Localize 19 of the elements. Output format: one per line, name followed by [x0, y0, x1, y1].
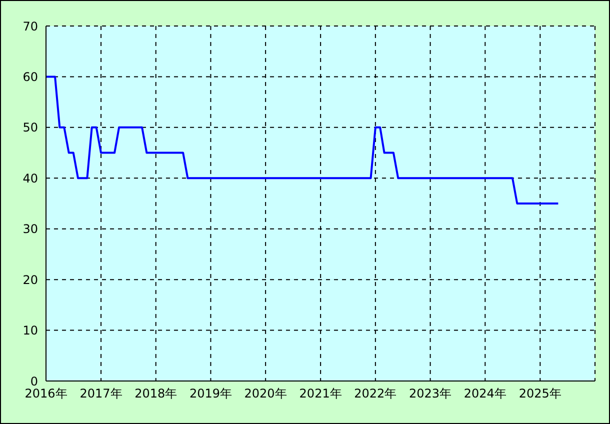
- y-tick-label: 50: [22, 120, 38, 135]
- x-tick-label: 2018年: [134, 386, 178, 401]
- y-tick-label: 70: [22, 19, 38, 34]
- x-tick-label: 2020年: [244, 386, 287, 401]
- y-tick-label: 20: [22, 272, 38, 287]
- x-tick-label: 2025年: [518, 386, 562, 401]
- x-tick-label: 2016年: [24, 386, 68, 401]
- x-tick-label: 2021年: [299, 386, 342, 401]
- line-series: [46, 76, 560, 204]
- x-tick-label: 2024年: [464, 386, 506, 401]
- y-tick-label: 40: [22, 171, 38, 186]
- y-tick-label: 60: [22, 70, 38, 84]
- y-tick-label: 30: [22, 222, 38, 236]
- y-tick-label: 0: [30, 374, 38, 388]
- x-tick-label: 2019年: [189, 386, 232, 401]
- x-tick-label: 2023年: [409, 386, 452, 401]
- x-tick-label: 2017年: [80, 386, 122, 401]
- y-tick-label: 10: [22, 324, 38, 338]
- x-tick-label: 2022年: [354, 386, 397, 401]
